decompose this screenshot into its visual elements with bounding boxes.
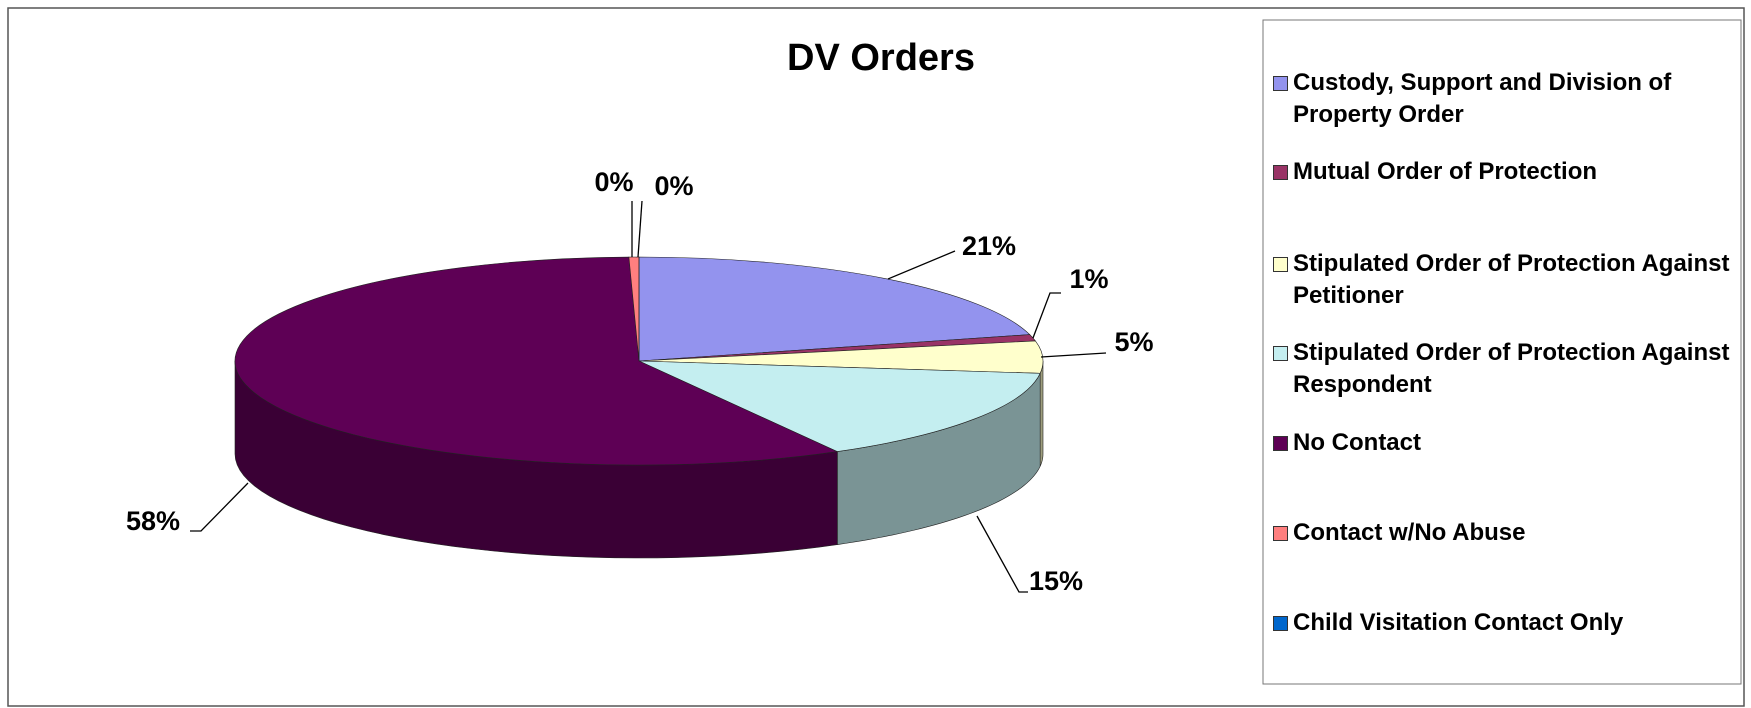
data-label: 58% xyxy=(126,506,180,536)
legend-swatch xyxy=(1273,165,1288,180)
leader-line xyxy=(1040,352,1107,358)
leader-line xyxy=(976,515,1028,593)
slice xyxy=(234,256,839,466)
legend-label: No Contact xyxy=(1293,429,1421,456)
data-label: 0% xyxy=(594,167,633,197)
legend-label: Child Visitation Contact Only xyxy=(1293,609,1624,636)
legend-label: Stipulated Order of Protection Against R… xyxy=(1293,339,1730,398)
data-label: 21% xyxy=(962,231,1016,261)
data-label: 1% xyxy=(1069,264,1108,294)
legend-swatch xyxy=(1273,76,1288,91)
legend-swatch xyxy=(1273,346,1288,361)
leader-line xyxy=(637,200,643,258)
legend-label: Mutual Order of Protection xyxy=(1293,158,1598,185)
legend-label: Custody, Support and Division of Propert… xyxy=(1293,69,1672,128)
leader-line xyxy=(1032,292,1061,339)
slice xyxy=(638,256,1031,362)
leader-line xyxy=(887,250,956,280)
legend-swatch xyxy=(1273,616,1288,631)
slice xyxy=(638,360,1041,452)
data-label: 0% xyxy=(654,171,693,201)
data-label: 5% xyxy=(1114,327,1153,357)
legend-box xyxy=(1262,19,1742,685)
leader-line xyxy=(190,482,249,532)
legend-label: Stipulated Order of Protection Against P… xyxy=(1293,250,1730,309)
legend-swatch xyxy=(1273,436,1288,451)
chart-title: DV Orders xyxy=(787,37,975,79)
legend-swatch xyxy=(1273,257,1288,272)
slice-side xyxy=(1039,361,1044,467)
legend-label: Contact w/No Abuse xyxy=(1293,519,1526,546)
legend-swatch xyxy=(1273,526,1288,541)
data-label: 15% xyxy=(1029,566,1083,596)
